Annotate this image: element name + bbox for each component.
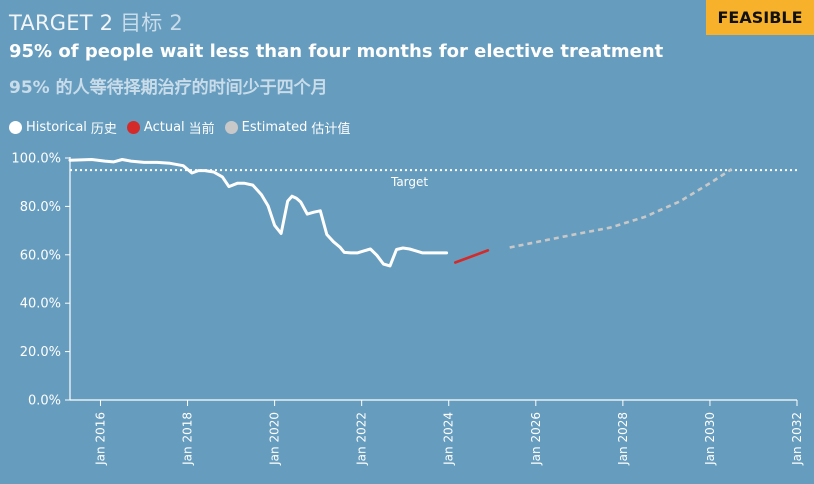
y-tick-label: 40.0%: [20, 297, 61, 312]
x-tick-label: Jan 2030: [703, 412, 717, 466]
y-tick-label: 80.0%: [20, 200, 61, 215]
chart-title-cn: 95% 的人等待择期治疗的时间少于四个月: [9, 78, 328, 98]
legend-estimated-swatch: [224, 121, 238, 134]
feasibility-badge: FEASIBLE: [706, 0, 814, 35]
y-tick-label: 60.0%: [20, 248, 61, 263]
target-label: Target: [390, 175, 428, 189]
y-tick-label: 20.0%: [20, 345, 61, 360]
legend-item-estimated: Estimated 估计值: [224, 118, 351, 137]
x-tick-label: Jan 2022: [355, 412, 369, 466]
actual-line: [453, 249, 490, 264]
legend-actual-label-cn: 当前: [188, 122, 215, 137]
legend-estimated-label: Estimated: [241, 120, 308, 135]
historical-line: [68, 158, 449, 268]
target-heading: TARGET 2 目标 2: [9, 7, 183, 37]
legend-estimated-label-cn: 估计值: [311, 122, 351, 137]
legend-historical-swatch: [9, 121, 22, 134]
y-tick-label: 0.0%: [28, 394, 61, 409]
target-heading-cn: 目标 2: [120, 11, 183, 35]
legend-historical-label: Historical: [26, 120, 87, 135]
y-tick-label: 100.0%: [11, 152, 61, 167]
legend-item-actual: Actual 当前: [126, 118, 215, 137]
legend-actual-swatch: [126, 121, 140, 134]
legend: Historical 历史 Actual 当前 Estimated 估计值: [9, 118, 360, 137]
x-tick-label: Jan 2016: [93, 412, 107, 466]
x-tick-label: Jan 2028: [616, 412, 630, 466]
legend-item-historical: Historical 历史: [9, 118, 117, 137]
x-tick-label: Jan 2024: [442, 412, 456, 466]
x-tick-label: Jan 2026: [529, 412, 543, 466]
x-tick-label: Jan 2020: [268, 412, 282, 466]
legend-historical-label-cn: 历史: [90, 122, 117, 137]
chart-title: 95% of people wait less than four months…: [9, 41, 664, 62]
legend-actual-label: Actual: [143, 120, 185, 135]
estimated-line: [509, 168, 733, 249]
x-tick-label: Jan 2032: [790, 412, 804, 466]
target-heading-en: TARGET 2: [9, 11, 114, 35]
x-tick-label: Jan 2018: [181, 412, 195, 466]
